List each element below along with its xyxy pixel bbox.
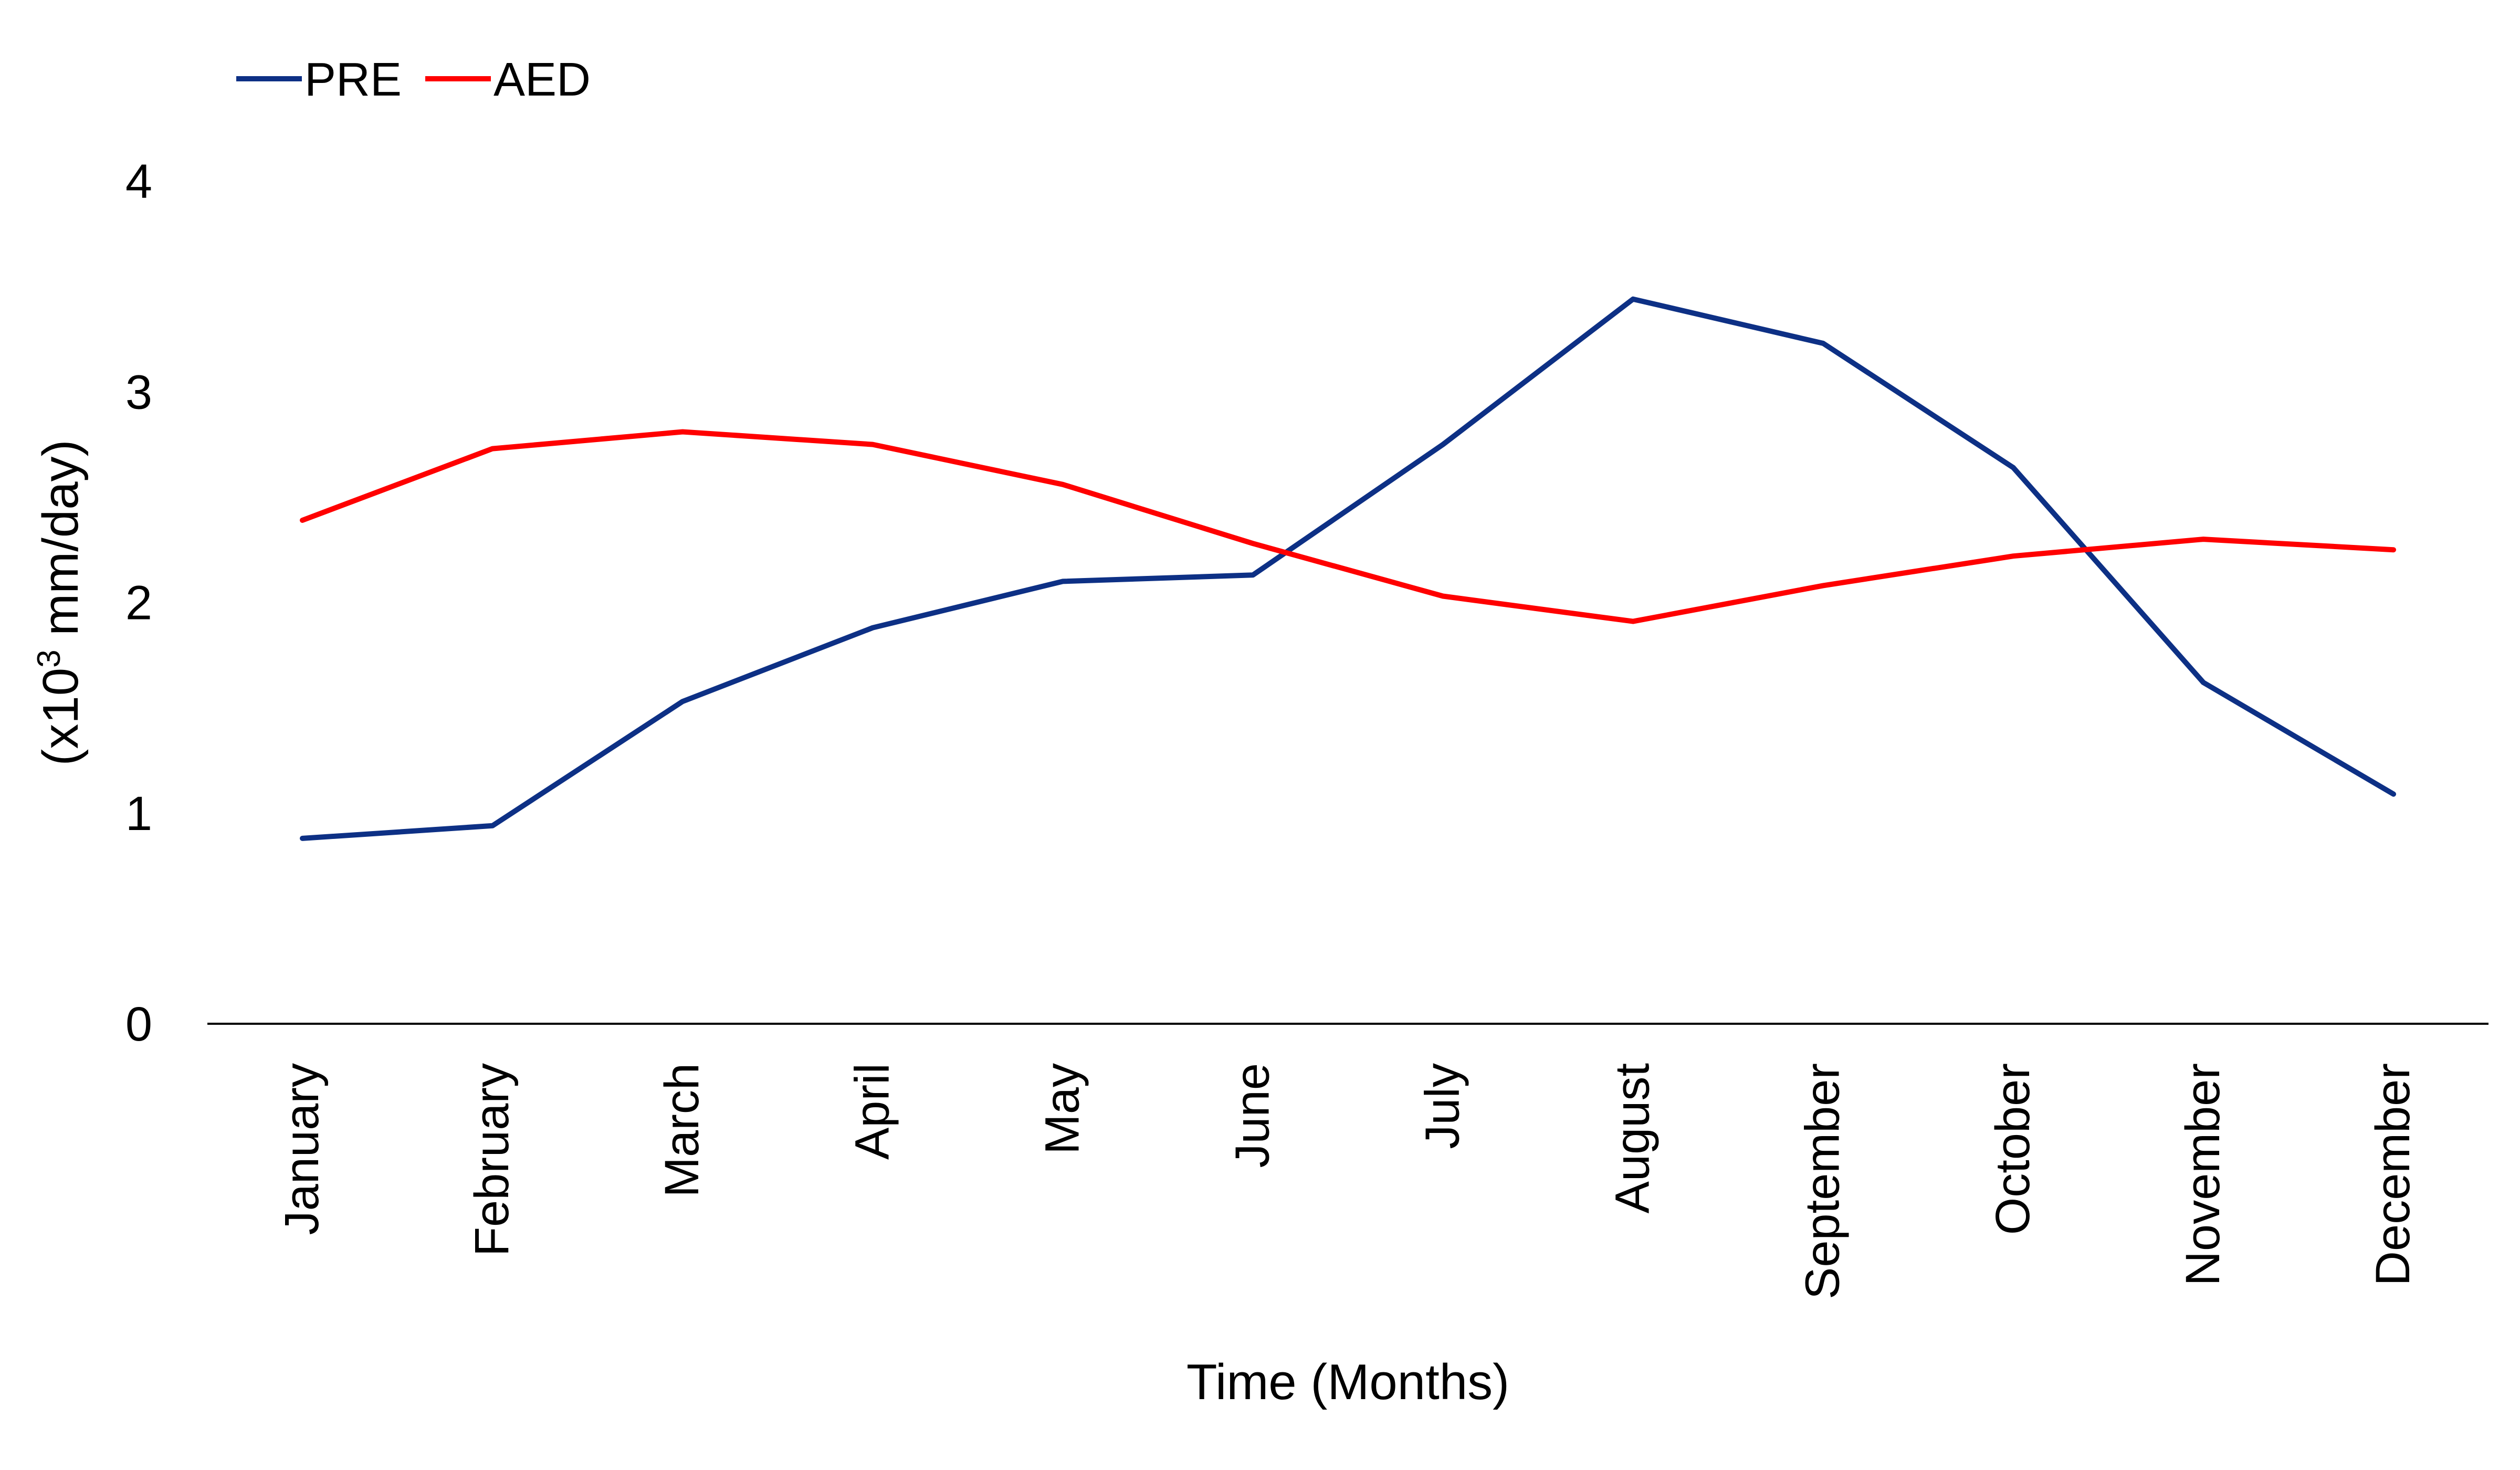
x-tick-label: February [465, 1063, 519, 1256]
y-axis-title-suffix: mm/day) [33, 439, 89, 649]
x-tick-label: April [845, 1063, 899, 1160]
legend-label-pre: PRE [304, 54, 402, 106]
x-axis-title: Time (Months) [1186, 1354, 1509, 1410]
series-line-aed [300, 429, 2396, 624]
y-tick-label: 4 [125, 155, 152, 208]
x-tick-label: July [1416, 1063, 1469, 1149]
y-axis-title-superscript: 3 [31, 649, 67, 667]
x-tick-label: November [2176, 1063, 2230, 1286]
legend: PRE AED [236, 54, 591, 106]
y-axis-ticks: 0 1 2 3 4 [125, 155, 152, 1051]
x-tick-label: March [655, 1063, 709, 1198]
y-axis-title-prefix: (x10 [33, 668, 89, 766]
y-tick-label: 3 [125, 365, 152, 419]
x-tick-label: December [2366, 1063, 2420, 1286]
y-tick-label: 1 [125, 787, 152, 841]
x-axis-ticks: January February March April May June July Augu… [275, 1063, 2420, 1299]
y-tick-label: 0 [125, 998, 152, 1051]
y-tick-label: 2 [125, 576, 152, 630]
x-tick-label: August [1606, 1063, 1660, 1213]
y-axis-title: (x103 mm/day) [31, 439, 89, 765]
series-line-pre [300, 296, 2396, 841]
x-tick-label: May [1035, 1063, 1089, 1154]
x-tick-label: January [275, 1063, 329, 1235]
x-tick-label: September [1796, 1063, 1850, 1299]
x-tick-label: June [1225, 1063, 1279, 1168]
x-tick-label: October [1986, 1063, 2040, 1235]
legend-label-aed: AED [494, 54, 591, 106]
series-lines [300, 296, 2396, 841]
